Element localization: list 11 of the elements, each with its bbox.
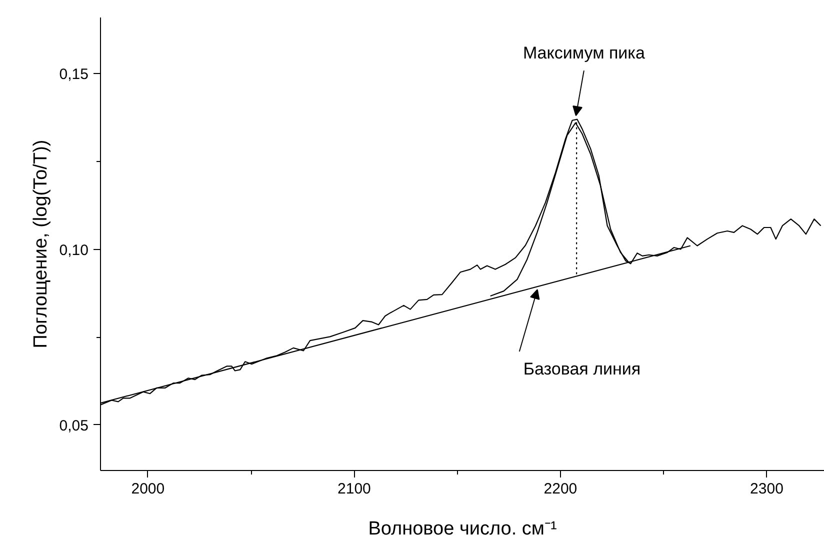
y-axis-title: Поглощение, (log(To/T)) (30, 140, 52, 348)
y-tick-label: 0,05 (59, 417, 89, 434)
y-tick-label: 0,10 (59, 242, 89, 259)
x-tick-label: 2000 (131, 480, 165, 498)
annotation: Максимум пика (522, 44, 646, 63)
x-tick-label: 2300 (750, 480, 784, 498)
x-tick-label: 2100 (338, 480, 371, 498)
y-tick-label: 0,15 (59, 66, 89, 84)
x-axis-title: Волновое число. см⁻¹ (368, 518, 557, 540)
annotation: Базовая линия (523, 360, 641, 379)
x-tick-label: 2200 (544, 480, 578, 498)
